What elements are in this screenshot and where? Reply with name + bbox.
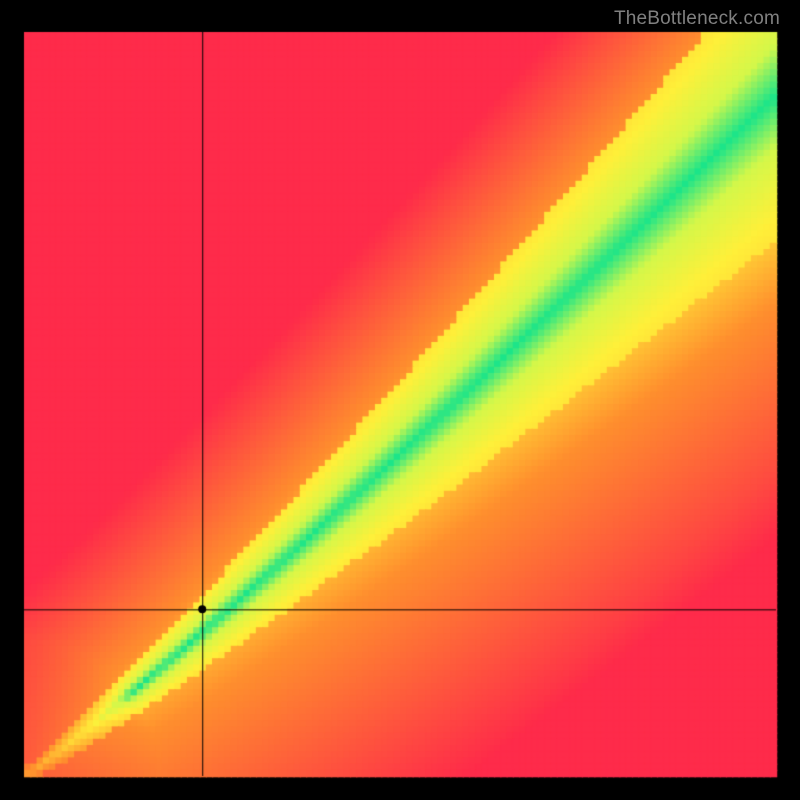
chart-container: TheBottleneck.com	[0, 0, 800, 800]
heatmap-canvas	[0, 0, 800, 800]
watermark-text: TheBottleneck.com	[614, 8, 780, 30]
